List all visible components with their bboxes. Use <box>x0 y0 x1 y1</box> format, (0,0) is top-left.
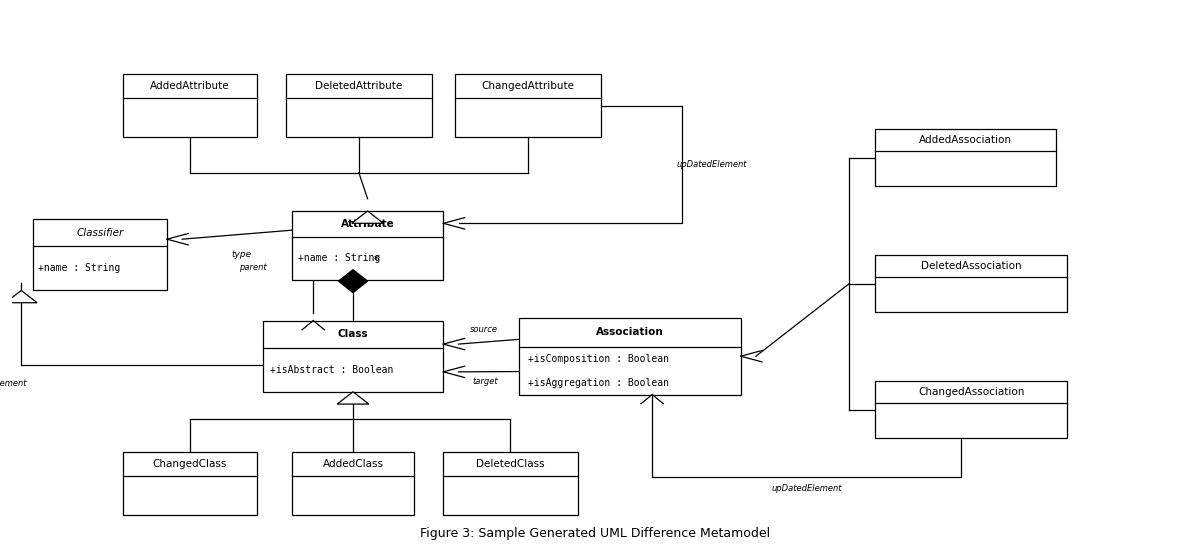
Text: +isAbstract : Boolean: +isAbstract : Boolean <box>270 364 393 375</box>
Text: Class: Class <box>338 329 369 339</box>
Text: Attribute: Attribute <box>340 219 394 229</box>
Text: Classifier: Classifier <box>76 228 124 238</box>
Text: ChangedClass: ChangedClass <box>152 459 227 469</box>
Polygon shape <box>337 392 369 404</box>
Text: +name : String: +name : String <box>298 253 380 263</box>
Text: AddedAssociation: AddedAssociation <box>919 135 1012 145</box>
Bar <box>292 211 444 280</box>
Text: upDatedElement: upDatedElement <box>676 160 747 169</box>
Text: upDatedElement: upDatedElement <box>771 484 843 493</box>
Text: source: source <box>470 325 499 334</box>
Text: upDatedElement: upDatedElement <box>0 380 27 389</box>
Bar <box>286 74 432 137</box>
Bar <box>292 452 414 515</box>
Polygon shape <box>338 269 368 293</box>
Text: +name : String: +name : String <box>38 263 120 273</box>
Polygon shape <box>6 291 37 303</box>
Text: ChangedAttribute: ChangedAttribute <box>482 81 575 91</box>
Bar <box>875 129 1056 186</box>
Text: parent: parent <box>239 263 267 272</box>
Text: Figure 3: Sample Generated UML Difference Metamodel: Figure 3: Sample Generated UML Differenc… <box>420 527 770 540</box>
Text: DeletedAssociation: DeletedAssociation <box>921 261 1021 271</box>
Bar <box>875 255 1067 312</box>
Bar <box>33 219 167 291</box>
Bar <box>444 452 577 515</box>
Text: DeletedAttribute: DeletedAttribute <box>315 81 402 91</box>
Text: +isAggregation : Boolean: +isAggregation : Boolean <box>528 378 669 387</box>
Text: +isComposition : Boolean: +isComposition : Boolean <box>528 354 669 364</box>
Text: AddedClass: AddedClass <box>322 459 383 469</box>
Text: *: * <box>374 255 380 266</box>
Text: target: target <box>472 377 499 386</box>
Bar <box>123 74 257 137</box>
Text: AddedAttribute: AddedAttribute <box>150 81 230 91</box>
Bar <box>123 452 257 515</box>
Text: ChangedAssociation: ChangedAssociation <box>917 387 1025 397</box>
Polygon shape <box>352 211 383 223</box>
Text: type: type <box>231 250 251 259</box>
Bar <box>263 321 444 392</box>
Bar <box>875 381 1067 438</box>
Text: Association: Association <box>596 328 664 338</box>
Bar <box>519 318 740 395</box>
Bar <box>455 74 601 137</box>
Text: DeletedClass: DeletedClass <box>476 459 545 469</box>
